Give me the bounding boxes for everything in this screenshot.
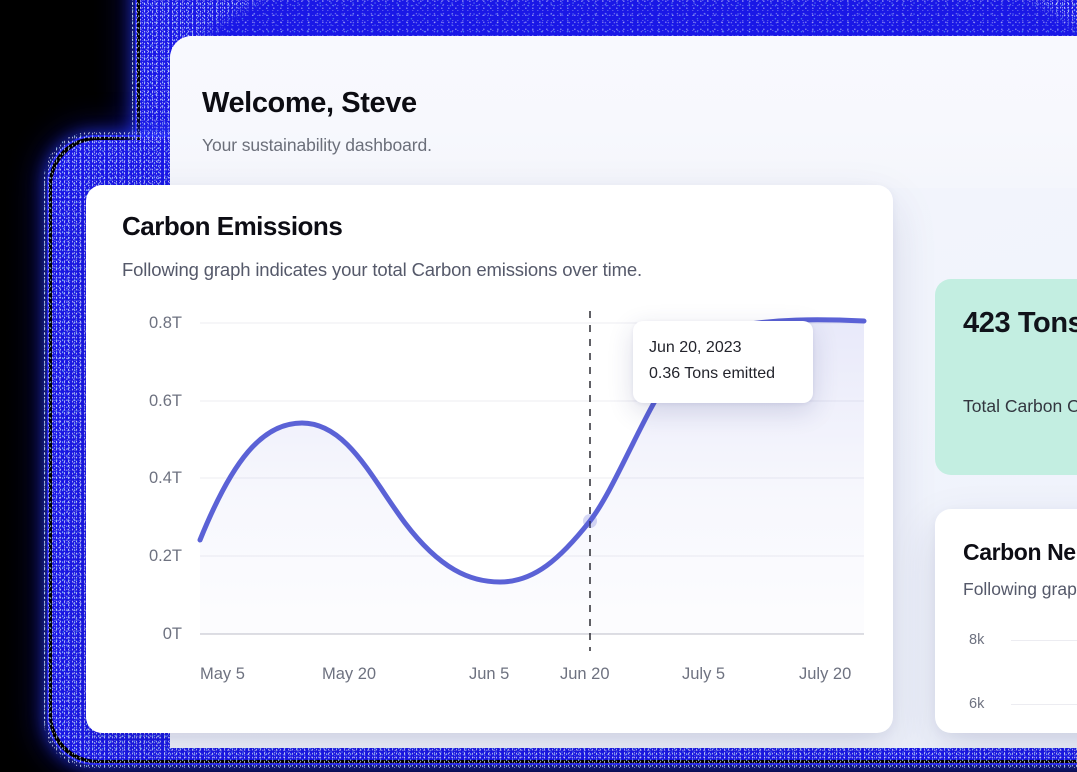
carbon-offset-card: 423 Tons Total Carbon Offset <box>935 279 1077 475</box>
x-tick-2: Jun 5 <box>469 665 510 683</box>
carbon-neutral-chart[interactable]: 8k 6k <box>963 622 1077 733</box>
x-tick-5: July 20 <box>799 665 852 683</box>
carbon-emissions-card: Carbon Emissions Following graph indicat… <box>86 185 893 733</box>
mini-gridline-1 <box>1011 704 1077 705</box>
page-title: Welcome, Steve <box>202 87 417 119</box>
chart-tooltip: Jun 20, 2023 0.36 Tons emitted <box>633 321 813 403</box>
page-subtitle: Your sustainability dashboard. <box>202 134 432 155</box>
y-tick-3: 0.2T <box>148 547 182 565</box>
tooltip-date: Jun 20, 2023 <box>649 339 742 356</box>
y-tick-4: 0T <box>162 625 182 643</box>
tooltip-value: 0.36 Tons emitted <box>649 365 776 383</box>
chart-data-point <box>583 514 597 528</box>
y-tick-2: 0.4T <box>148 469 182 487</box>
carbon-neutral-card: Carbon Neutral Following graph 8k 6k <box>935 509 1077 733</box>
x-tick-4: July 5 <box>682 665 726 683</box>
carbon-offset-value: 423 Tons <box>963 307 1077 339</box>
x-tick-0: May 5 <box>200 665 245 683</box>
x-tick-1: May 20 <box>322 665 377 683</box>
welcome-card: Welcome, Steve Your sustainability dashb… <box>170 36 1077 188</box>
carbon-neutral-subtitle: Following graph <box>963 579 1077 599</box>
mini-y-tick-0: 8k <box>969 632 985 648</box>
carbon-emissions-title: Carbon Emissions <box>122 211 343 241</box>
mini-y-tick-1: 6k <box>969 696 985 712</box>
carbon-offset-label: Total Carbon Offset <box>963 396 1077 416</box>
y-tick-1: 0.6T <box>148 392 182 410</box>
carbon-emissions-chart[interactable]: 0.8T 0.6T 0.4T 0.2T 0T May 5 May 20 Jun … <box>122 311 882 701</box>
carbon-emissions-subtitle: Following graph indicates your total Car… <box>122 259 642 280</box>
x-tick-3: Jun 20 <box>560 665 610 683</box>
carbon-neutral-title: Carbon Neutral <box>963 539 1077 565</box>
mini-gridline-0 <box>1011 640 1077 641</box>
y-tick-0: 0.8T <box>148 314 182 332</box>
